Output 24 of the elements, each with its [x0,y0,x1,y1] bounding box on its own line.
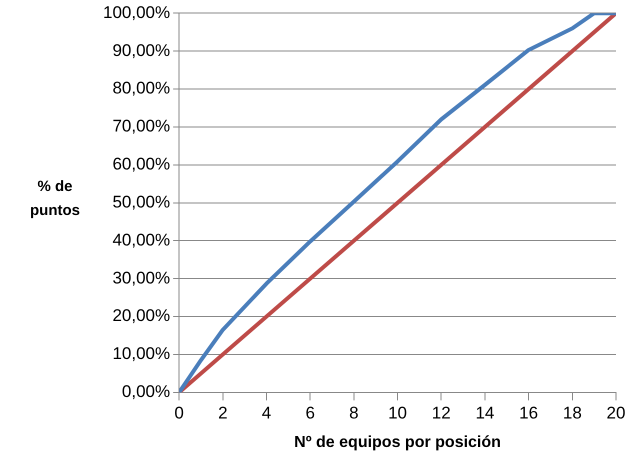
x-tick-label: 12 [432,403,451,422]
y-tick-label: 20,00% [112,306,170,326]
x-tick-label: 16 [519,403,538,422]
y-axis-title: % de puntos [30,178,80,219]
x-tick-label: 14 [475,403,494,422]
x-tick-label: 8 [349,403,359,422]
x-tick-label: 10 [388,403,408,422]
x-tick-label: 18 [562,403,582,422]
x-tick-label: 2 [218,403,228,422]
y-tick-label: 30,00% [112,268,170,288]
y-tick-label: 50,00% [112,192,170,212]
x-tick-label: 0 [174,403,184,422]
x-tick-label: 20 [606,403,626,422]
y-tick-label: 0,00% [122,382,170,402]
y-tick-label: 10,00% [112,344,170,364]
y-tick-label: 80,00% [112,78,170,98]
x-tick-label: 6 [305,403,315,422]
y-tick-label: 60,00% [112,154,170,174]
y-tick-label: 70,00% [112,116,170,136]
y-tick-label: 40,00% [112,230,170,250]
x-axis-title: Nº de equipos por posición [294,434,501,451]
y-tick-label: 90,00% [112,40,170,60]
y-tick-label: 100,00% [102,2,170,22]
x-tick-label: 4 [262,403,272,422]
